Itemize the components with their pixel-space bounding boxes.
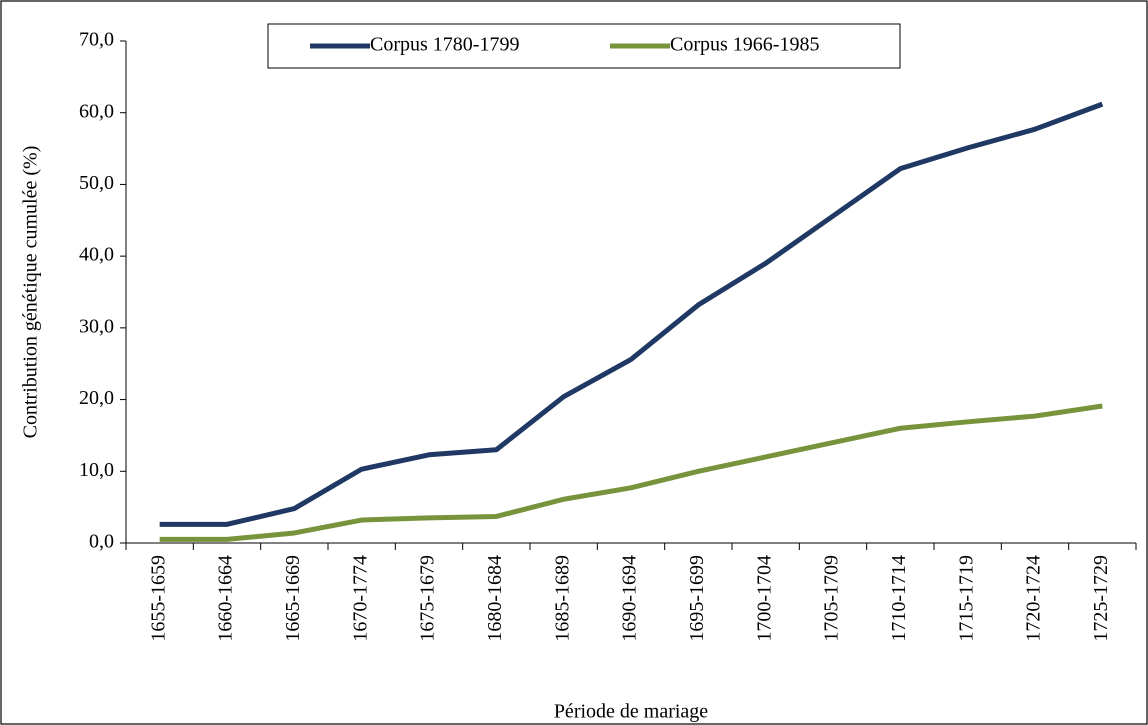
x-tick-label: 1695-1699 <box>686 555 708 642</box>
x-tick-label: 1665-1669 <box>282 555 304 642</box>
line-series <box>159 403 1103 542</box>
x-tick-label: 1705-1709 <box>821 555 843 642</box>
x-tick-label: 1675-1679 <box>417 555 439 642</box>
legend-box <box>267 23 901 69</box>
y-tick-label: 60,0 <box>79 100 114 122</box>
x-tick-label: 1715-1719 <box>955 555 977 642</box>
x-tick-label: 1720-1724 <box>1023 555 1045 642</box>
legend-label: Corpus 1780-1799 <box>370 34 519 56</box>
x-tick-label: 1660-1664 <box>215 555 237 642</box>
x-tick-label: 1685-1689 <box>551 555 573 642</box>
y-tick-label: 0,0 <box>89 531 114 553</box>
legend-label: Corpus 1966-1985 <box>670 34 819 56</box>
x-tick-label: 1700-1704 <box>753 555 775 642</box>
y-tick-label: 30,0 <box>79 315 114 337</box>
x-tick-label: 1690-1694 <box>619 555 641 642</box>
y-tick-label: 10,0 <box>79 459 114 481</box>
x-axis-title: Période de mariage <box>554 701 708 723</box>
x-tick-label: 1710-1714 <box>888 555 910 642</box>
y-axis-title: Contribution génétique cumulée (%) <box>20 146 42 439</box>
y-tick-label: 40,0 <box>79 244 114 266</box>
y-tick-label: 20,0 <box>79 387 114 409</box>
x-tick-label: 1655-1659 <box>147 555 169 642</box>
y-tick-label: 50,0 <box>79 172 114 194</box>
x-tick-label: 1670-1774 <box>349 555 371 642</box>
x-tick-label: 1725-1729 <box>1090 555 1112 642</box>
x-tick-label: 1680-1684 <box>484 555 506 642</box>
line-series <box>159 101 1104 527</box>
y-tick-label: 70,0 <box>79 29 114 51</box>
